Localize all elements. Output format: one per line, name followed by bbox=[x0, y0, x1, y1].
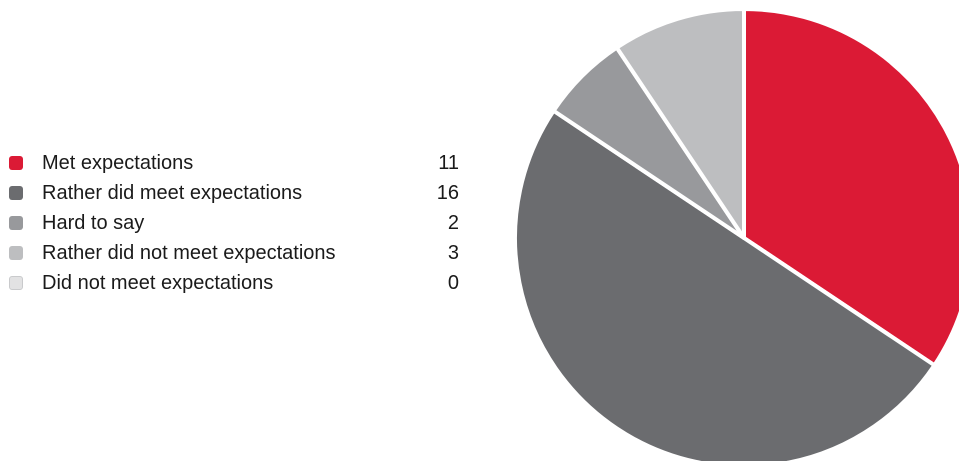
legend-item: Rather did not meet expectations 3 bbox=[9, 239, 459, 267]
legend-item: Did not meet expectations 0 bbox=[9, 269, 459, 297]
legend-item: Hard to say 2 bbox=[9, 209, 459, 237]
legend-value: 11 bbox=[438, 151, 459, 174]
legend-swatch-not-met bbox=[9, 276, 23, 290]
legend-label: Did not meet expectations bbox=[42, 271, 274, 294]
legend-item: Rather did meet expectations 16 bbox=[9, 179, 459, 207]
legend-swatch-met bbox=[9, 156, 23, 170]
legend-swatch-hard-to-say bbox=[9, 216, 23, 230]
legend-value: 0 bbox=[447, 271, 459, 294]
pie-slice bbox=[513, 108, 937, 461]
legend-item: Met expectations 11 bbox=[9, 149, 459, 177]
legend-label: Rather did meet expectations bbox=[42, 181, 303, 204]
legend-value: 2 bbox=[447, 211, 459, 234]
legend: Met expectations 11 Rather did meet expe… bbox=[9, 149, 459, 299]
legend-label: Met expectations bbox=[42, 151, 194, 174]
pie-slice bbox=[742, 7, 959, 368]
legend-value: 3 bbox=[447, 241, 459, 264]
pie-slice bbox=[614, 7, 746, 240]
legend-label: Hard to say bbox=[42, 211, 145, 234]
legend-swatch-rather-not-met bbox=[9, 246, 23, 260]
legend-swatch-rather-met bbox=[9, 186, 23, 200]
legend-value: 16 bbox=[436, 181, 459, 204]
legend-label: Rather did not meet expectations bbox=[42, 241, 336, 264]
